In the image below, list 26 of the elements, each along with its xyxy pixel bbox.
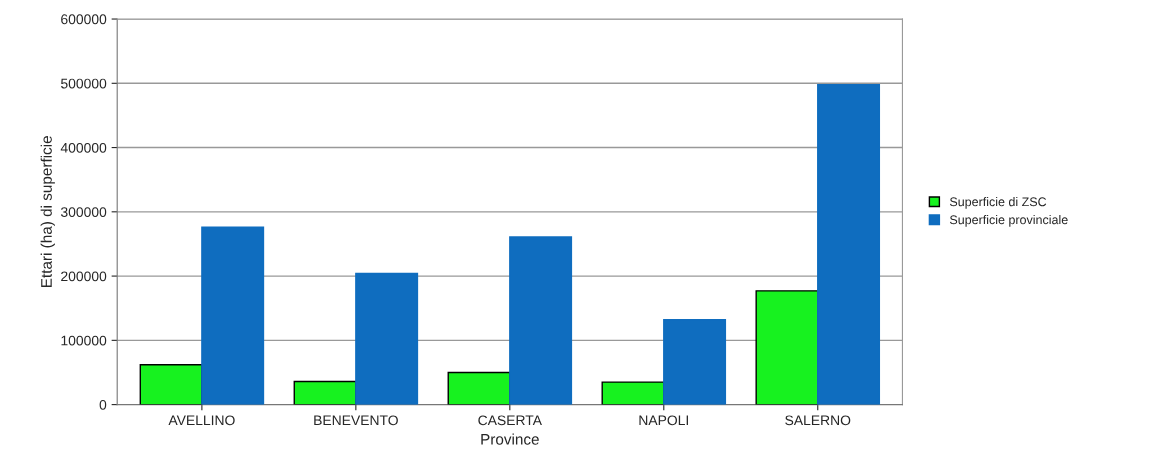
bar <box>139 364 203 405</box>
bar <box>201 226 265 405</box>
y-axis-title: Ettari (ha) di superficie <box>40 136 55 287</box>
x-axis-title: Province <box>481 433 539 445</box>
legend-label: Superficie provinciale <box>949 215 1068 227</box>
x-tick-label: AVELLINO <box>168 415 235 426</box>
y-tick-label: 100000 <box>61 335 107 346</box>
y-tick-label: 400000 <box>60 142 107 153</box>
y-tick-label: 300000 <box>60 207 107 217</box>
y-tick-label: 600000 <box>61 14 107 25</box>
y-tick-label: 200000 <box>61 271 107 282</box>
x-tick-label: BENEVENTO <box>314 415 398 426</box>
y-tick-label: 0 <box>99 399 107 410</box>
bar <box>663 319 727 405</box>
bar <box>755 290 819 405</box>
y-tick-label: 500000 <box>61 78 107 89</box>
bar <box>509 236 573 405</box>
bar <box>293 380 357 405</box>
bar <box>447 371 511 405</box>
legend-label: Superficie di ZSC <box>949 197 1047 209</box>
x-tick-label: CASERTA <box>478 415 542 426</box>
bar <box>601 381 665 405</box>
bar <box>355 272 419 405</box>
x-tick-label: NAPOLI <box>639 415 688 426</box>
bar <box>817 83 881 405</box>
x-tick-label: SALERNO <box>785 415 851 426</box>
